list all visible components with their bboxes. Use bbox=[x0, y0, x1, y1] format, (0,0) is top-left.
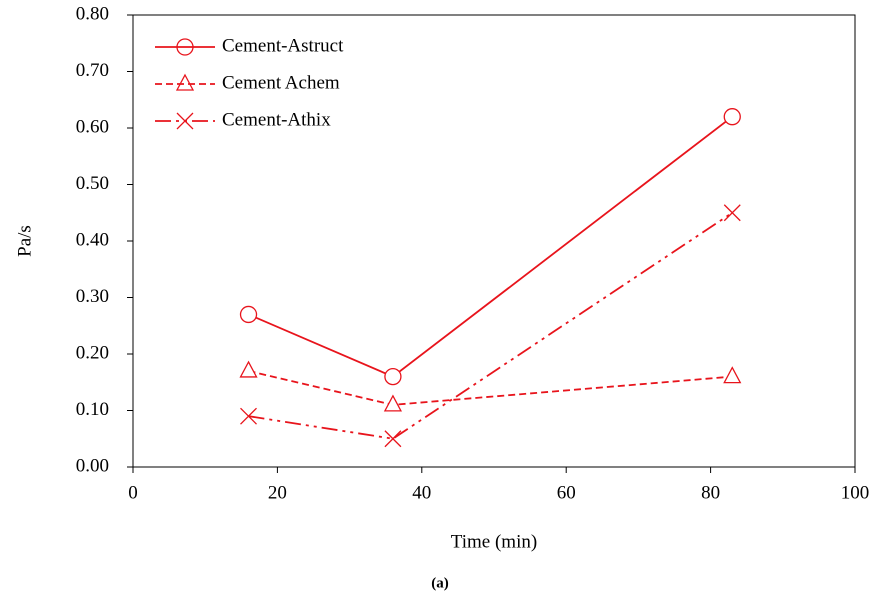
x-tick-label: 40 bbox=[412, 482, 431, 503]
caption: (a) bbox=[431, 575, 449, 591]
legend-label: Cement-Athix bbox=[222, 109, 331, 130]
x-tick-label: 80 bbox=[701, 482, 720, 503]
marker bbox=[239, 305, 258, 324]
y-tick-label: 0.20 bbox=[76, 342, 109, 363]
marker bbox=[723, 204, 741, 222]
y-tick-label: 0.80 bbox=[76, 3, 109, 24]
y-tick-label: 0.50 bbox=[76, 173, 109, 194]
y-tick-label: 0.30 bbox=[76, 286, 109, 307]
marker bbox=[384, 367, 402, 386]
y-tick-label: 0.10 bbox=[76, 399, 109, 420]
marker bbox=[383, 394, 403, 412]
marker bbox=[723, 108, 741, 126]
marker bbox=[239, 360, 258, 378]
marker bbox=[384, 430, 402, 448]
marker bbox=[723, 366, 742, 384]
x-axis-label: Time (min) bbox=[451, 531, 537, 552]
legend-label: Cement Achem bbox=[222, 72, 340, 93]
y-axis-label: Pa/s bbox=[14, 225, 35, 257]
x-tick-label: 100 bbox=[841, 482, 870, 503]
series-line bbox=[248, 115, 733, 378]
series-line bbox=[248, 212, 733, 440]
legend-marker bbox=[176, 38, 194, 56]
marker bbox=[240, 407, 257, 425]
legend-marker bbox=[176, 112, 194, 130]
x-tick-label: 0 bbox=[128, 482, 138, 503]
y-tick-label: 0.60 bbox=[76, 116, 109, 137]
y-tick-label: 0.00 bbox=[76, 455, 109, 476]
y-tick-label: 0.70 bbox=[76, 60, 109, 81]
legend-label: Cement-Astruct bbox=[222, 35, 344, 56]
x-tick-label: 20 bbox=[268, 482, 287, 503]
x-tick-label: 60 bbox=[557, 482, 576, 503]
series-line bbox=[248, 370, 733, 406]
y-tick-label: 0.40 bbox=[76, 229, 109, 250]
legend-marker bbox=[175, 73, 195, 91]
